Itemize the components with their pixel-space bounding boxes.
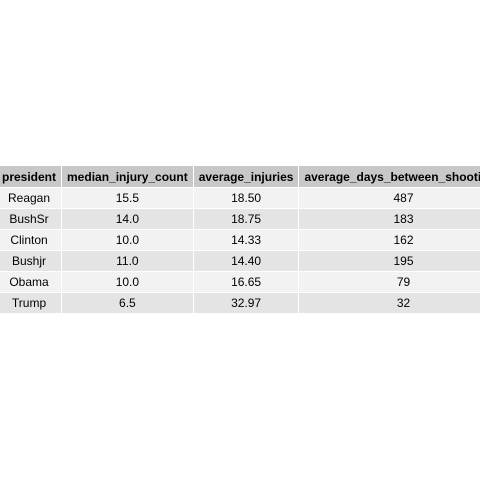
cell-average-days-between-shootings: 487 xyxy=(299,188,480,208)
cell-median-injury-count: 10.0 xyxy=(62,230,193,250)
cell-average-days-between-shootings: 32 xyxy=(299,293,480,313)
data-table: president median_injury_count average_in… xyxy=(0,165,480,314)
table-row: BushSr 14.0 18.75 183 xyxy=(0,209,480,229)
cell-average-injuries: 14.33 xyxy=(193,230,299,250)
cell-average-injuries: 18.75 xyxy=(193,209,299,229)
cell-median-injury-count: 6.5 xyxy=(62,293,193,313)
cell-president: BushSr xyxy=(0,209,62,229)
cell-average-injuries: 14.40 xyxy=(193,251,299,271)
cell-average-injuries: 32.97 xyxy=(193,293,299,313)
cell-average-days-between-shootings: 195 xyxy=(299,251,480,271)
table-row: Reagan 15.5 18.50 487 xyxy=(0,188,480,208)
cell-average-injuries: 16.65 xyxy=(193,272,299,292)
column-header-average-days-between-shootings[interactable]: average_days_between_shootings xyxy=(299,166,480,187)
cell-median-injury-count: 15.5 xyxy=(62,188,193,208)
cell-president: Obama xyxy=(0,272,62,292)
cell-president: Clinton xyxy=(0,230,62,250)
table-row: Bushjr 11.0 14.40 195 xyxy=(0,251,480,271)
cell-median-injury-count: 10.0 xyxy=(62,272,193,292)
cell-average-injuries: 18.50 xyxy=(193,188,299,208)
cell-average-days-between-shootings: 79 xyxy=(299,272,480,292)
cell-median-injury-count: 11.0 xyxy=(62,251,193,271)
cell-median-injury-count: 14.0 xyxy=(62,209,193,229)
column-header-average-injuries[interactable]: average_injuries xyxy=(193,166,299,187)
column-header-president[interactable]: president xyxy=(0,166,62,187)
cell-president: Bushjr xyxy=(0,251,62,271)
table-row: Trump 6.5 32.97 32 xyxy=(0,293,480,313)
table-row: Obama 10.0 16.65 79 xyxy=(0,272,480,292)
table-header-row: president median_injury_count average_in… xyxy=(0,166,480,187)
column-header-median-injury-count[interactable]: median_injury_count xyxy=(62,166,193,187)
table-row: Clinton 10.0 14.33 162 xyxy=(0,230,480,250)
cell-average-days-between-shootings: 162 xyxy=(299,230,480,250)
cell-average-days-between-shootings: 183 xyxy=(299,209,480,229)
cell-president: Reagan xyxy=(0,188,62,208)
cell-president: Trump xyxy=(0,293,62,313)
